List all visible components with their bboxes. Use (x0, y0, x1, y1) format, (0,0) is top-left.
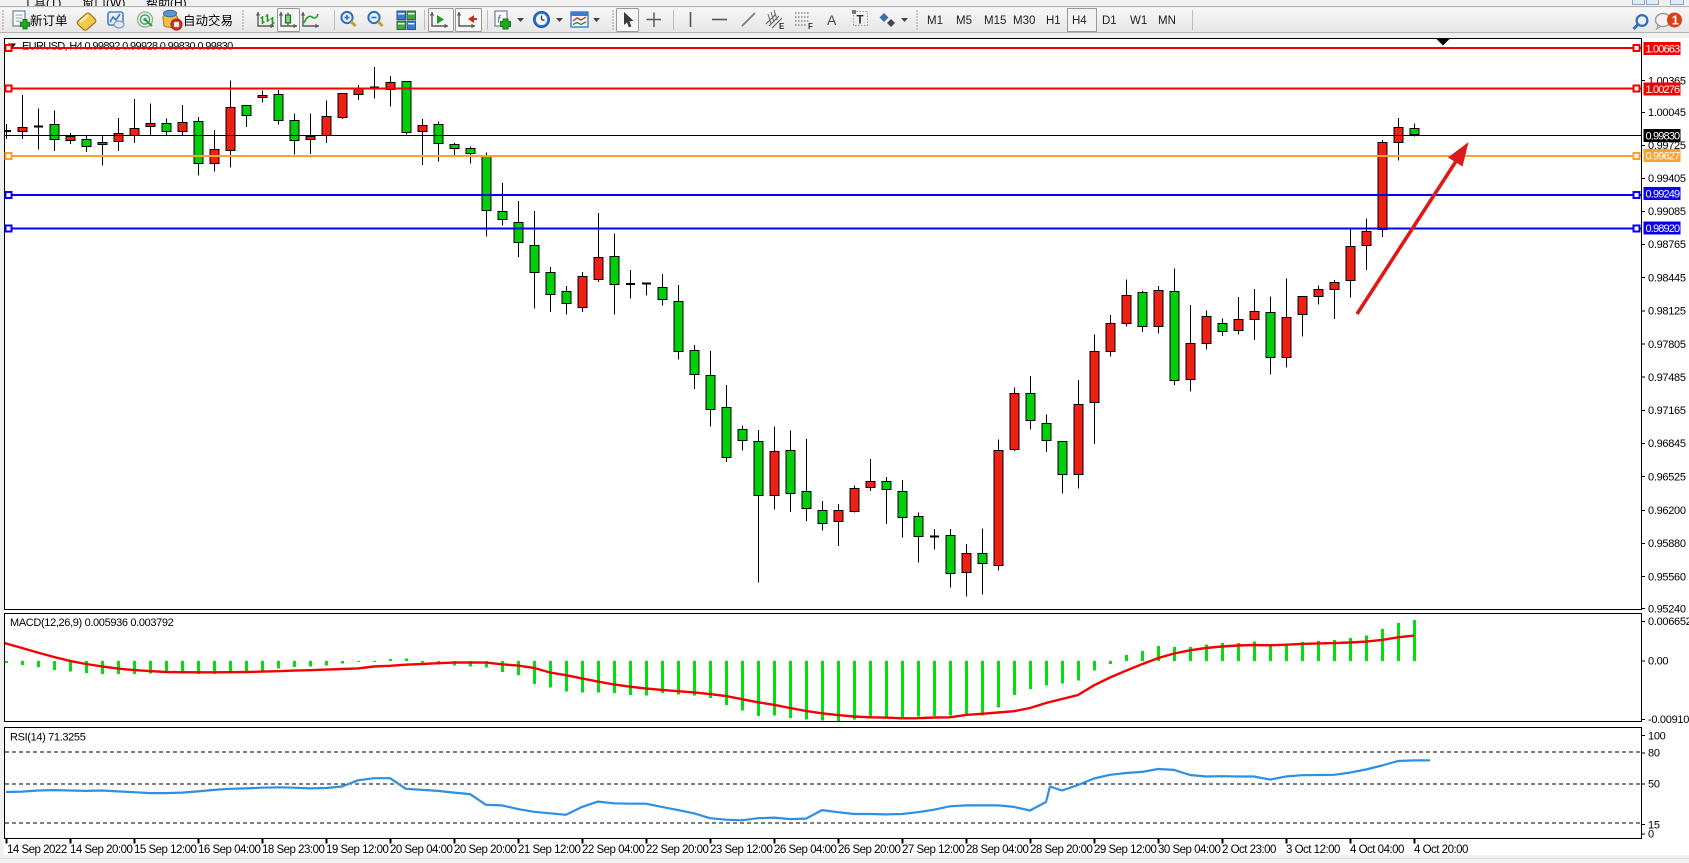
svg-text:21 Sep 12:00: 21 Sep 12:00 (518, 844, 581, 856)
svg-text:E: E (779, 22, 785, 31)
svg-text:1: 1 (1672, 14, 1679, 28)
svg-text:0.98125: 0.98125 (1648, 306, 1686, 318)
svg-text:D1: D1 (1102, 15, 1117, 27)
svg-text:22 Sep 20:00: 22 Sep 20:00 (646, 844, 709, 856)
svg-text:19 Sep 12:00: 19 Sep 12:00 (326, 844, 389, 856)
svg-text:H4: H4 (1072, 15, 1087, 27)
svg-text:23 Sep 12:00: 23 Sep 12:00 (710, 844, 773, 856)
svg-text:18 Sep 23:00: 18 Sep 23:00 (262, 844, 325, 856)
svg-text:26 Sep 04:00: 26 Sep 04:00 (774, 844, 837, 856)
svg-text:0.97165: 0.97165 (1648, 405, 1686, 417)
svg-text:新订单: 新订单 (30, 13, 68, 28)
svg-text:16 Sep 04:00: 16 Sep 04:00 (198, 844, 261, 856)
svg-text:28 Sep 20:00: 28 Sep 20:00 (1030, 844, 1093, 856)
svg-text:0.97805: 0.97805 (1648, 339, 1686, 351)
svg-text:M30: M30 (1013, 15, 1035, 27)
svg-text:4 Oct 20:00: 4 Oct 20:00 (1414, 844, 1468, 856)
svg-text:M1: M1 (927, 15, 943, 27)
svg-text:14 Sep 20:00: 14 Sep 20:00 (70, 844, 133, 856)
svg-text:-0.009104: -0.009104 (1648, 714, 1689, 726)
svg-text:20 Sep 20:00: 20 Sep 20:00 (454, 844, 517, 856)
svg-text:14 Sep 2022: 14 Sep 2022 (7, 844, 67, 856)
svg-text:0.95880: 0.95880 (1648, 538, 1686, 550)
svg-text:29 Sep 12:00: 29 Sep 12:00 (1094, 844, 1157, 856)
svg-text:0.98765: 0.98765 (1648, 239, 1686, 251)
svg-text:T: T (857, 15, 864, 27)
svg-text:30 Sep 04:00: 30 Sep 04:00 (1158, 844, 1221, 856)
svg-text:0.99830: 0.99830 (1646, 131, 1681, 143)
svg-text:0.99405: 0.99405 (1648, 173, 1686, 185)
svg-text:自动交易: 自动交易 (183, 13, 233, 28)
svg-text:26 Sep 20:00: 26 Sep 20:00 (838, 844, 901, 856)
svg-text:28 Sep 04:00: 28 Sep 04:00 (966, 844, 1029, 856)
svg-text:0: 0 (1648, 829, 1654, 841)
svg-text:A: A (827, 12, 837, 28)
svg-text:0.99249: 0.99249 (1646, 189, 1681, 201)
svg-text:1.00663: 1.00663 (1646, 44, 1681, 56)
svg-text:0.98445: 0.98445 (1648, 272, 1686, 284)
svg-text:F: F (808, 22, 813, 31)
svg-text:0.006652: 0.006652 (1648, 616, 1689, 628)
svg-text:EURUSD, H4 0.99892 0.99928 0.: EURUSD, H4 0.99892 0.99928 0.99830 0.998… (22, 41, 233, 53)
svg-text:2 Oct 23:00: 2 Oct 23:00 (1222, 844, 1276, 856)
svg-text:0.99085: 0.99085 (1648, 206, 1686, 218)
svg-text:22 Sep 04:00: 22 Sep 04:00 (582, 844, 645, 856)
svg-text:0.99627: 0.99627 (1646, 151, 1681, 163)
svg-text:1.00276: 1.00276 (1646, 84, 1681, 96)
svg-text:50: 50 (1648, 779, 1660, 791)
svg-text:1.00045: 1.00045 (1648, 107, 1686, 119)
svg-text:100: 100 (1648, 730, 1666, 742)
svg-text:0.97485: 0.97485 (1648, 372, 1686, 384)
svg-text:15: 15 (1648, 819, 1660, 831)
svg-text:M15: M15 (984, 15, 1006, 27)
svg-text:15 Sep 12:00: 15 Sep 12:00 (134, 844, 197, 856)
svg-text:MACD(12,26,9) 0.005936 0.00379: MACD(12,26,9) 0.005936 0.003792 (10, 617, 174, 629)
svg-text:0.95560: 0.95560 (1648, 571, 1686, 583)
svg-text:0.96200: 0.96200 (1648, 505, 1686, 517)
svg-text:H1: H1 (1046, 15, 1061, 27)
svg-text:M5: M5 (956, 15, 972, 27)
svg-text:0.96845: 0.96845 (1648, 438, 1686, 450)
svg-text:3 Oct 12:00: 3 Oct 12:00 (1286, 844, 1340, 856)
svg-text:MN: MN (1158, 15, 1176, 27)
svg-text:80: 80 (1648, 748, 1660, 760)
svg-text:0.96525: 0.96525 (1648, 471, 1686, 483)
svg-text:0.00: 0.00 (1648, 656, 1668, 668)
svg-text:0.95240: 0.95240 (1648, 603, 1686, 615)
svg-text:W1: W1 (1130, 15, 1147, 27)
svg-text:20 Sep 04:00: 20 Sep 04:00 (390, 844, 453, 856)
svg-text:27 Sep 12:00: 27 Sep 12:00 (902, 844, 965, 856)
svg-text:RSI(14) 71.3255: RSI(14) 71.3255 (10, 731, 86, 743)
svg-text:f: f (498, 15, 502, 26)
svg-text:4 Oct 04:00: 4 Oct 04:00 (1350, 844, 1404, 856)
svg-text:0.98920: 0.98920 (1646, 223, 1681, 235)
